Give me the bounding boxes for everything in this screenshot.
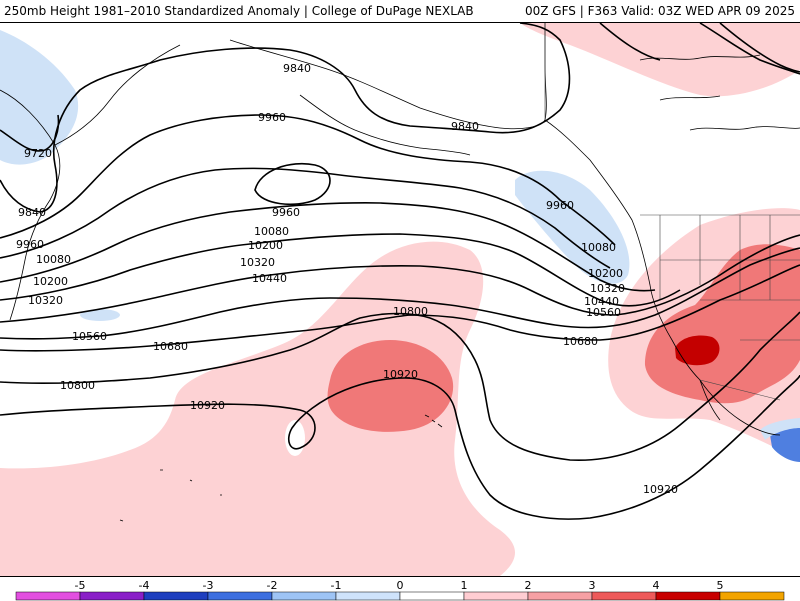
map-canvas: 9840 9960 9720 9840 9960 9840 9960 10080…: [0, 23, 800, 576]
contour-label: 9960: [16, 238, 44, 251]
pacific-islands: [119, 469, 222, 522]
contour-label: 10800: [393, 305, 428, 318]
negative-anomaly-small: [80, 309, 120, 321]
contour-label: 10320: [28, 294, 63, 307]
contour-label: 10920: [190, 399, 225, 412]
anomaly-color-legend: -5 -4 -3 -2 -1 0 1 2 3 4 5: [0, 576, 800, 601]
negative-anomaly-region-west: [0, 30, 79, 165]
baja-coast: [699, 379, 721, 421]
contour-label: 10440: [252, 272, 287, 285]
weather-map: 9840 9960 9720 9840 9960 9840 9960 10080…: [0, 23, 800, 576]
contour-9840-a: [0, 23, 571, 213]
strong-positive-anomaly-west-us: [645, 244, 800, 404]
legend-tick-label: 4: [653, 579, 660, 592]
legend-color-swatch: [335, 591, 401, 601]
contour-label: 9720: [24, 147, 52, 160]
contour-north-3: [599, 23, 661, 61]
contour-label: 10320: [240, 256, 275, 269]
contour-10440: [0, 234, 800, 323]
contour-label: 10200: [588, 267, 623, 280]
north-america-west-coast: [544, 119, 781, 436]
anomaly-gap: [285, 420, 305, 456]
legend-canvas: -5 -4 -3 -2 -1 0 1 2 3 4 5: [15, 579, 785, 601]
contour-10680: [0, 264, 800, 352]
contour-label: 10800: [60, 379, 95, 392]
legend-tick-label: 1: [461, 579, 468, 592]
state-borders-vertical: [659, 215, 771, 300]
contour-label: 10200: [33, 275, 68, 288]
contour-label: 10320: [590, 282, 625, 295]
contour-10080: [0, 167, 611, 269]
legend-color-swatch: [463, 591, 529, 601]
contour-label: 9840: [18, 206, 46, 219]
arctic-coast-3: [689, 126, 800, 131]
extreme-positive-anomaly: [675, 335, 720, 366]
contour-9720: [0, 114, 60, 152]
siberia-coastline: [54, 44, 181, 146]
contour-label: 9960: [546, 199, 574, 212]
contour-label: 10920: [383, 368, 418, 381]
map-header: 250mb Height 1981–2010 Standardized Anom…: [0, 0, 800, 23]
political-borders: [544, 23, 800, 401]
strong-positive-anomaly-pacific: [327, 340, 454, 432]
legend-color-swatch: [271, 591, 337, 601]
contour-north-1: [699, 23, 800, 75]
legend-color-swatch: [527, 591, 593, 601]
arctic-coast-2: [659, 95, 721, 101]
legend-color-swatch: [399, 591, 465, 601]
legend-tick-label: -4: [139, 579, 150, 592]
contour-10320: [0, 233, 681, 307]
header-title-right: 00Z GFS | F363 Valid: 03Z WED APR 09 202…: [524, 4, 795, 18]
contour-label: 10560: [586, 306, 621, 319]
contour-label: 10080: [581, 241, 616, 254]
alaska-peninsula: [299, 94, 421, 149]
contour-north-2: [719, 23, 800, 73]
contour-label: 9960: [272, 206, 300, 219]
legend-tick-label: -2: [267, 579, 278, 592]
contour-label: 9840: [451, 120, 479, 133]
legend-color-swatch: [143, 591, 209, 601]
legend-color-swatch: [719, 591, 785, 601]
legend-tick-label: 3: [589, 579, 596, 592]
aleutians: [419, 147, 471, 156]
contour-label: 10080: [254, 225, 289, 238]
contour-label: 10560: [72, 330, 107, 343]
legend-tick-label: -1: [331, 579, 342, 592]
contour-10560: [0, 247, 800, 340]
height-contours: [0, 23, 800, 520]
contour-9960-a: [0, 114, 616, 246]
contour-10200: [0, 202, 656, 292]
negative-anomaly-southeast-halo: [760, 418, 800, 440]
legend-color-swatch: [79, 591, 145, 601]
hawaii-islands: [424, 414, 443, 428]
legend-color-swatch: [655, 591, 721, 601]
legend-color-swatch: [591, 591, 657, 601]
negative-anomaly-region-alaska: [515, 170, 630, 284]
contour-10800: [0, 311, 800, 461]
legend-color-swatch: [15, 591, 81, 601]
contour-label: 10200: [248, 239, 283, 252]
contour-label: 10920: [643, 483, 678, 496]
anomaly-shading: [0, 23, 800, 576]
contour-label: 10680: [563, 335, 598, 348]
contour-label: 10080: [36, 253, 71, 266]
legend-tick-label: 5: [717, 579, 724, 592]
contour-label: 10680: [153, 340, 188, 353]
positive-anomaly-region-central: [0, 241, 515, 576]
legend-color-swatch: [207, 591, 273, 601]
legend-tick-label: 0: [397, 579, 404, 592]
us-mexico-border: [699, 379, 781, 401]
contour-label: 9960: [258, 111, 286, 124]
contour-label-group: 9840 9960 9720 9840 9960 9840 9960 10080…: [16, 62, 678, 496]
arctic-coast: [639, 54, 761, 61]
contour-10920-east: [404, 374, 800, 520]
header-title-left: 250mb Height 1981–2010 Standardized Anom…: [4, 4, 474, 18]
legend-tick-label: 2: [525, 579, 532, 592]
contour-label: 9840: [283, 62, 311, 75]
legend-tick-label: -5: [75, 579, 86, 592]
contour-label: 10440: [584, 295, 619, 308]
contour-10920-west: [0, 377, 406, 450]
legend-tick-label: -3: [203, 579, 214, 592]
